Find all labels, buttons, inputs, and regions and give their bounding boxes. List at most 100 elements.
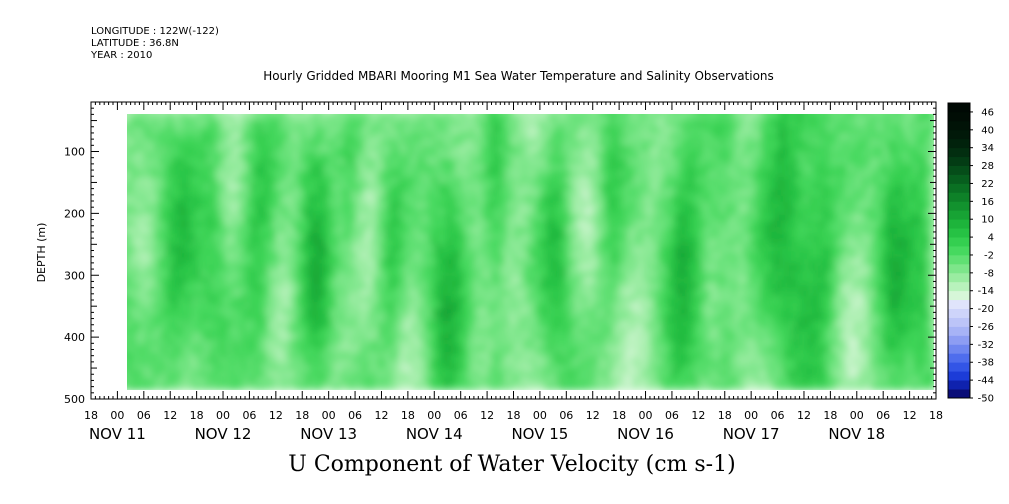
x-tick-label: 00: [533, 409, 547, 422]
x-day-label: NOV 15: [511, 425, 568, 443]
x-day-label: NOV 18: [828, 425, 885, 443]
colorbar-swatch: [948, 326, 970, 336]
x-tick-label: 18: [612, 409, 626, 422]
colorbar-swatch: [948, 263, 970, 274]
bottom-title: U Component of Water Velocity (cm s-1): [288, 452, 736, 477]
x-tick-label: 06: [771, 409, 785, 422]
x-day-label: NOV 16: [617, 425, 674, 443]
colorbar-swatch: [948, 281, 970, 292]
colorbar-label: -44: [978, 376, 994, 387]
colorbar-swatch: [948, 362, 970, 372]
x-tick-label: 00: [322, 409, 336, 422]
y-tick-label: 300: [64, 269, 85, 282]
colorbar-label: 28: [981, 161, 994, 172]
x-tick-label: 12: [691, 409, 705, 422]
x-tick-label: 12: [797, 409, 811, 422]
x-tick-label: 12: [903, 409, 917, 422]
colorbar-swatch: [948, 174, 970, 184]
heatmap-cells: [127, 114, 934, 390]
colorbar-swatch: [948, 192, 970, 202]
x-day-label: NOV 14: [406, 425, 463, 443]
x-day-label: NOV 11: [89, 425, 146, 443]
x-tick-label: 00: [850, 409, 864, 422]
x-tick-label: 00: [110, 409, 124, 422]
x-tick-label: 06: [242, 409, 256, 422]
heatmap-field: [127, 114, 934, 390]
y-tick-label: 200: [64, 207, 85, 220]
x-tick-label: 06: [559, 409, 573, 422]
x-tick-label: 12: [480, 409, 494, 422]
colorbar: 46 40 34 28 22 16 10 4 -2 -8 -14 -20 -26 -32 -38 -44 -50: [947, 102, 994, 405]
y-axis: 100 200 300 400 500 DEPTH (m): [35, 101, 936, 406]
x-tick-label: 00: [639, 409, 653, 422]
colorbar-label: -14: [978, 286, 994, 297]
x-tick-label: 12: [374, 409, 388, 422]
x-tick-label: 12: [586, 409, 600, 422]
colorbar-swatch: [948, 371, 970, 381]
colorbar-swatch: [948, 254, 970, 265]
colorbar-label: 22: [981, 179, 994, 190]
x-tick-label: 18: [929, 409, 943, 422]
colorbar-swatch: [948, 183, 970, 193]
x-tick-label: 18: [401, 409, 415, 422]
plot-title: Hourly Gridded MBARI Mooring M1 Sea Wate…: [0, 69, 1009, 83]
x-tick-label: 06: [137, 409, 151, 422]
colorbar-swatch: [948, 138, 970, 149]
colorbar-swatch: [948, 129, 970, 140]
colorbar-swatch: [948, 308, 970, 318]
longitude-label: LONGITUDE : 122W(-122): [91, 26, 219, 37]
colorbar-swatch: [948, 156, 970, 166]
colorbar-label: 10: [981, 215, 994, 226]
colorbar-swatch: [948, 335, 970, 345]
x-tick-label: 06: [348, 409, 362, 422]
colorbar-swatch: [948, 120, 970, 131]
colorbar-label: -50: [978, 394, 994, 405]
colorbar-swatch: [948, 272, 970, 283]
x-day-label: NOV 13: [300, 425, 357, 443]
colorbar-swatch: [948, 165, 970, 175]
x-tick-label: 06: [665, 409, 679, 422]
colorbar-swatch: [948, 344, 970, 354]
year-label: YEAR : 2010: [91, 50, 153, 61]
x-axis: 18 00 06 12 18 00 06 12 18 00 06 12 18 00 06 12 18 00 06 12…: [84, 102, 943, 443]
colorbar-frame: [947, 102, 971, 399]
x-tick-label: 00: [216, 409, 230, 422]
colorbar-swatch: [948, 237, 970, 247]
colorbar-label: -20: [978, 304, 994, 315]
x-tick-label: 06: [454, 409, 468, 422]
latitude-label: LATITUDE : 36.8N: [91, 38, 179, 49]
colorbar-swatch: [948, 219, 970, 229]
x-tick-label: 00: [427, 409, 441, 422]
x-day-label: NOV 17: [723, 425, 780, 443]
y-tick-label: 500: [64, 393, 85, 406]
y-tick-label: 400: [64, 331, 85, 344]
colorbar-swatch: [948, 103, 970, 113]
y-axis-label: DEPTH (m): [35, 223, 48, 283]
x-tick-label: 06: [876, 409, 890, 422]
x-tick-label: 18: [295, 409, 309, 422]
colorbar-swatch: [948, 380, 970, 390]
x-tick-label: 18: [507, 409, 521, 422]
x-tick-label: 18: [190, 409, 204, 422]
colorbar-swatch: [948, 210, 970, 220]
x-tick-label: 18: [718, 409, 732, 422]
colorbar-swatch: [948, 299, 970, 310]
colorbar-label: 34: [981, 143, 994, 154]
colorbar-label: 40: [981, 125, 994, 136]
colorbar-label: -38: [978, 358, 994, 369]
x-tick-label: 12: [163, 409, 177, 422]
colorbar-swatch: [948, 353, 970, 363]
colorbar-label: 46: [981, 107, 994, 118]
colorbar-label: -32: [978, 340, 994, 351]
y-tick-label: 100: [64, 146, 85, 159]
colorbar-swatch: [948, 228, 970, 238]
colorbar-swatch: [948, 290, 970, 301]
x-day-label: NOV 12: [195, 425, 252, 443]
plot-title-text: Hourly Gridded MBARI Mooring M1 Sea Wate…: [263, 69, 774, 83]
colorbar-label: -2: [984, 250, 994, 261]
colorbar-swatch: [948, 389, 970, 399]
colorbar-label: -26: [978, 322, 994, 333]
x-tick-label: 12: [269, 409, 283, 422]
colorbar-swatch: [948, 246, 970, 256]
